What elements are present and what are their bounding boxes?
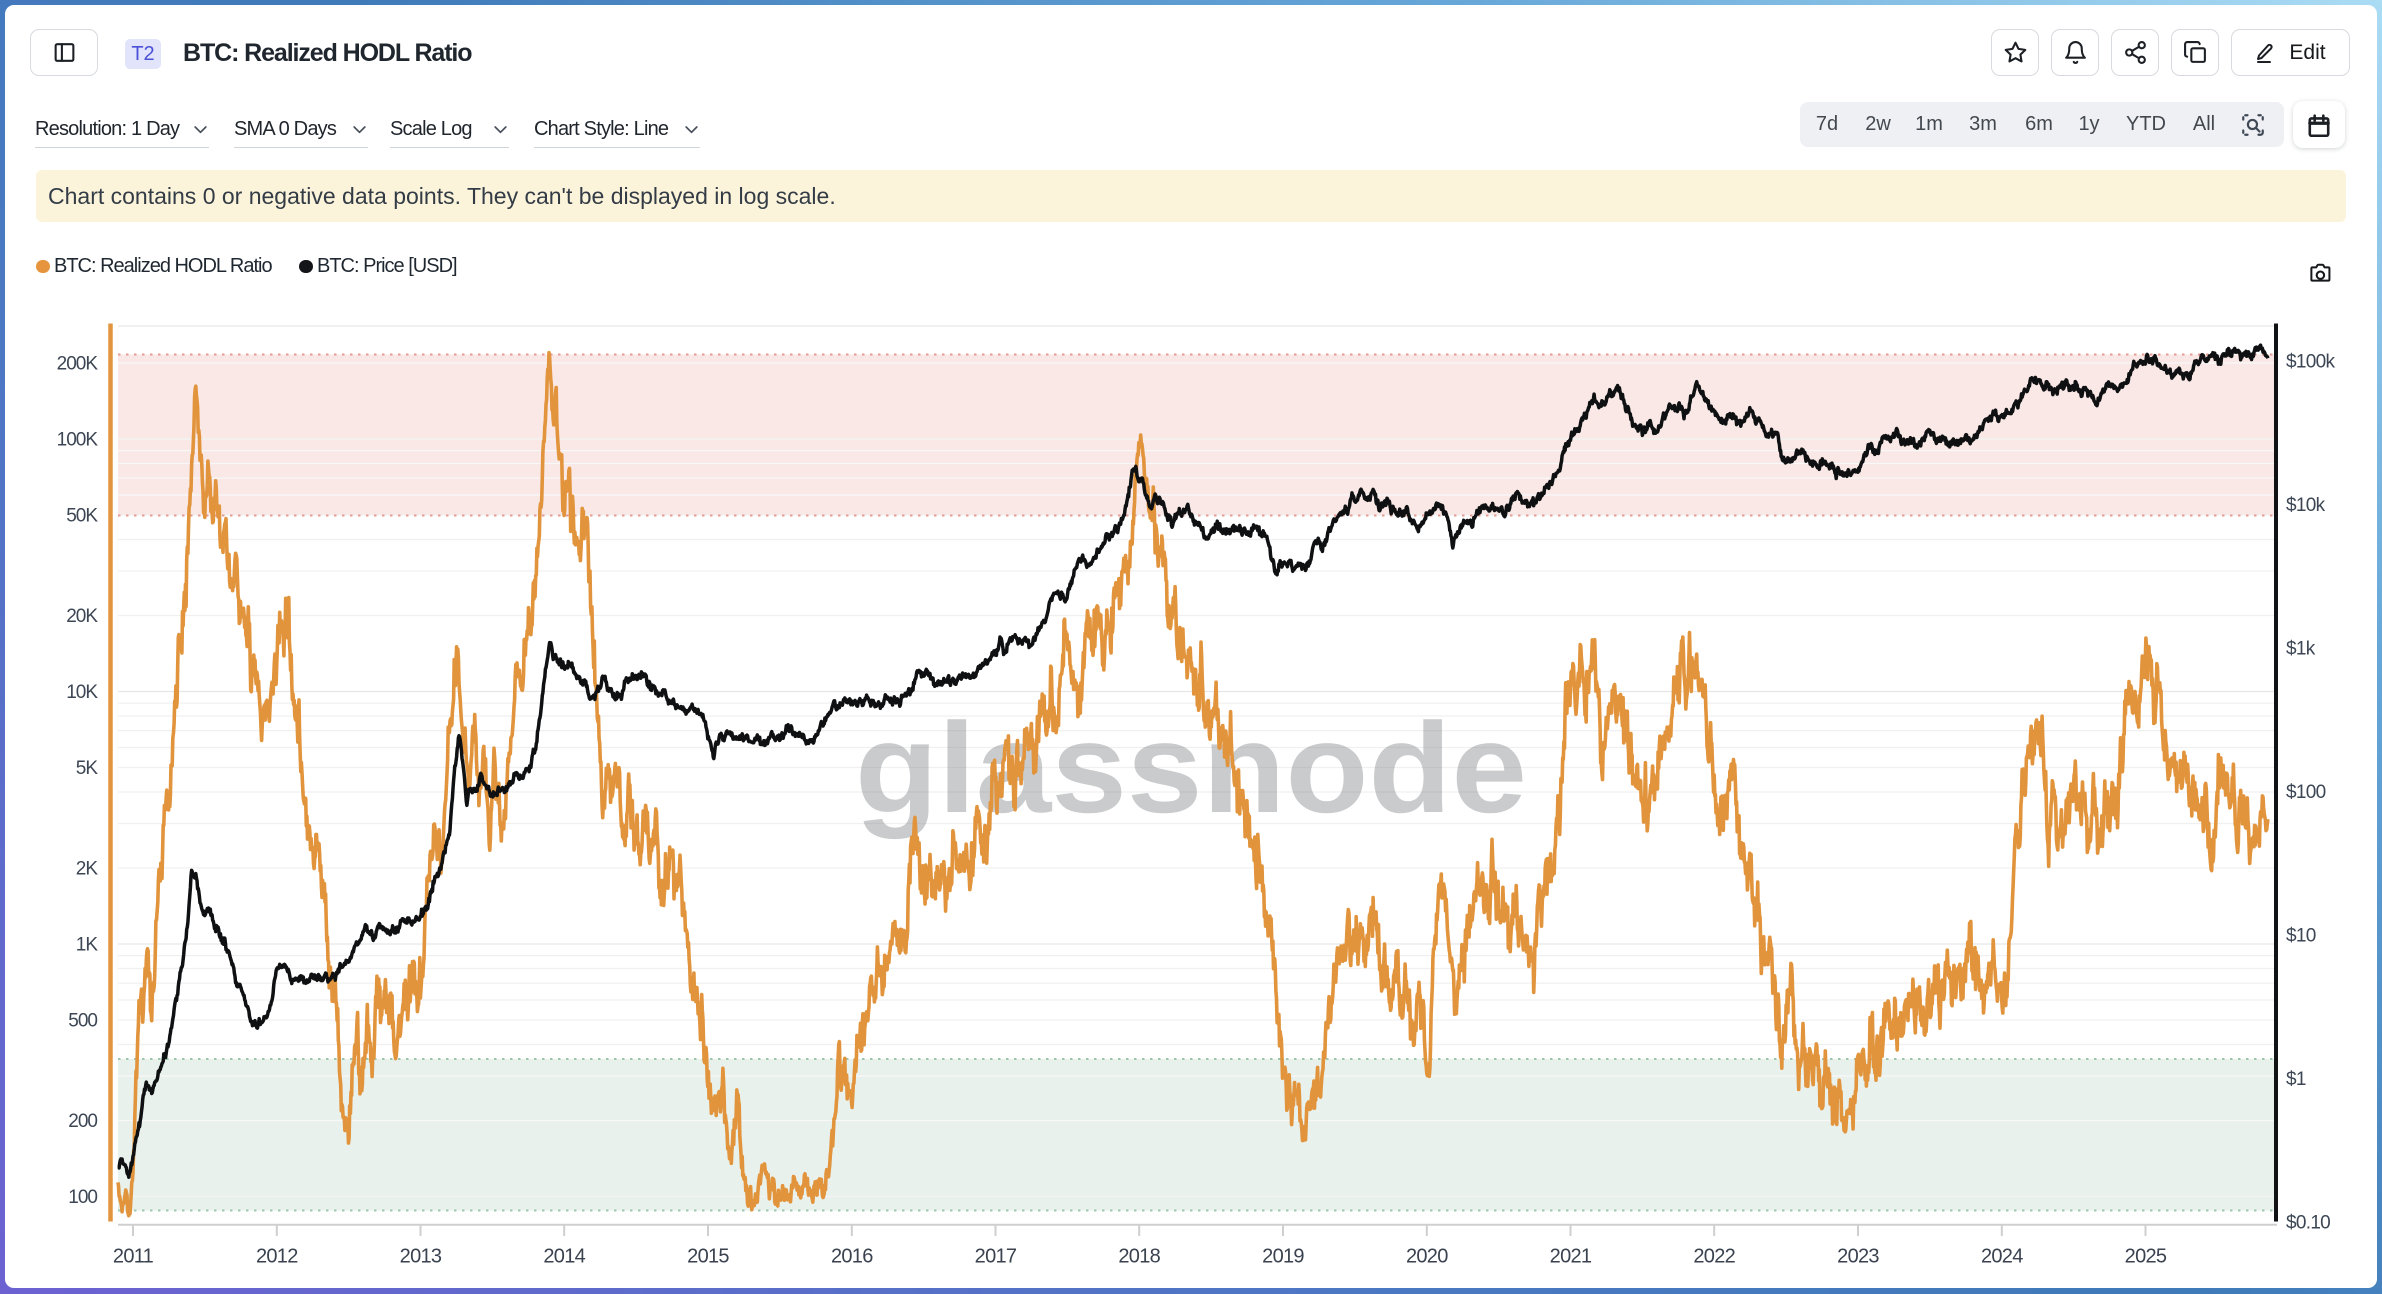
svg-text:2016: 2016 [831, 1246, 873, 1268]
svg-text:1K: 1K [76, 935, 99, 956]
svg-text:2020: 2020 [1406, 1246, 1448, 1268]
svg-text:2022: 2022 [1693, 1246, 1735, 1268]
svg-text:$1: $1 [2286, 1069, 2306, 1090]
svg-text:50K: 50K [66, 506, 98, 527]
svg-text:2K: 2K [76, 859, 99, 880]
svg-text:2024: 2024 [1981, 1246, 2023, 1268]
svg-text:2025: 2025 [2125, 1246, 2167, 1268]
svg-text:2011: 2011 [113, 1246, 154, 1268]
svg-text:$10k: $10k [2286, 495, 2326, 516]
svg-text:$10: $10 [2286, 926, 2316, 947]
svg-text:10K: 10K [66, 682, 98, 703]
svg-text:$0.10: $0.10 [2286, 1213, 2330, 1234]
svg-text:$100k: $100k [2286, 352, 2335, 373]
svg-text:2023: 2023 [1837, 1246, 1879, 1268]
svg-text:2013: 2013 [400, 1246, 442, 1268]
svg-text:2017: 2017 [975, 1246, 1017, 1268]
svg-text:500: 500 [68, 1011, 97, 1032]
svg-text:glassnode: glassnode [855, 697, 1527, 840]
svg-text:100K: 100K [57, 430, 99, 451]
svg-text:200K: 200K [57, 354, 99, 375]
svg-text:2015: 2015 [687, 1246, 729, 1268]
svg-text:$1k: $1k [2286, 639, 2316, 660]
svg-text:2021: 2021 [1550, 1246, 1592, 1268]
svg-text:2012: 2012 [256, 1246, 298, 1268]
svg-text:5K: 5K [76, 758, 99, 779]
svg-text:20K: 20K [66, 606, 98, 627]
svg-text:$100: $100 [2286, 782, 2326, 803]
svg-text:2014: 2014 [543, 1246, 585, 1268]
svg-text:2018: 2018 [1118, 1246, 1160, 1268]
svg-text:2019: 2019 [1262, 1246, 1304, 1268]
svg-text:200: 200 [68, 1111, 97, 1132]
svg-text:100: 100 [68, 1187, 97, 1208]
